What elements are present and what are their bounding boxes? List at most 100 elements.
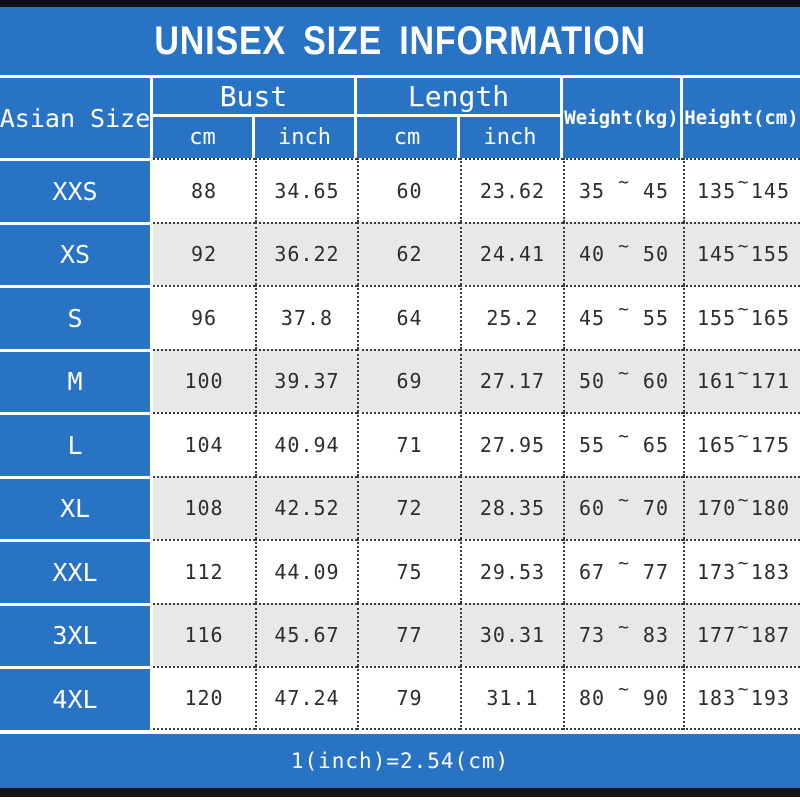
bust-cm-cell: 120 [153,666,255,730]
bust-cm-cell: 100 [153,348,255,412]
height-min: 173 [697,559,737,584]
height-max: 180 [750,496,790,521]
weight-min: 67 [579,559,606,584]
height-range-cell: 165 ~ 175 [683,412,800,476]
weight-range-cell: 73 ~ 83 [563,602,683,666]
height-min: 165 [697,432,737,457]
height-max: 183 [750,559,790,584]
bust-inch-cell: 40.94 [255,412,357,476]
size-cell: XXL [0,539,153,603]
weight-range-cell: 50 ~ 60 [563,348,683,412]
height-max: 145 [750,178,790,203]
tilde-symbol: ~ [618,616,630,638]
height-max: 175 [750,432,790,457]
header-bust-inch: inch [255,117,357,158]
size-cell: XL [0,475,153,539]
weight-max: 55 [642,305,669,330]
tilde-symbol: ~ [618,362,630,384]
bust-inch-cell: 37.8 [255,285,357,349]
height-min: 155 [697,305,737,330]
weight-max: 77 [642,559,669,584]
tilde-symbol: ~ [618,299,630,321]
size-cell: S [0,285,153,349]
height-min: 183 [697,685,737,710]
height-max: 165 [750,305,790,330]
weight-max: 90 [642,685,669,710]
height-range-cell: 183 ~ 193 [683,666,800,730]
bust-inch-cell: 45.67 [255,602,357,666]
tilde-symbol: ~ [618,489,630,511]
length-inch-cell: 27.17 [460,348,563,412]
weight-min: 45 [579,305,606,330]
weight-range-cell: 67 ~ 77 [563,539,683,603]
height-range-cell: 161 ~ 171 [683,348,800,412]
header-height: Height(cm) [683,78,800,158]
height-range-cell: 173 ~ 183 [683,539,800,603]
conversion-note: 1(inch)=2.54(cm) [290,748,510,773]
tilde-symbol: ~ [737,553,750,575]
length-inch-cell: 29.53 [460,539,563,603]
tilde-symbol: ~ [737,426,750,448]
weight-min: 40 [579,242,606,267]
header-length-inch: inch [460,117,563,158]
size-cell: XS [0,221,153,285]
bottom-bar [0,787,800,797]
length-cm-cell: 62 [357,221,460,285]
weight-min: 60 [579,496,606,521]
weight-max: 83 [642,623,669,648]
size-table: Asian Size Bust Length Weight(kg) Height… [0,78,800,730]
length-inch-cell: 31.1 [460,666,563,730]
bust-cm-cell: 116 [153,602,255,666]
length-cm-cell: 69 [357,348,460,412]
tilde-symbol: ~ [618,235,630,257]
header-bust: Bust [153,78,357,117]
tilde-symbol: ~ [737,299,750,321]
height-min: 135 [697,178,737,203]
height-min: 177 [697,623,737,648]
header-asian-size: Asian Size [0,78,153,158]
length-cm-cell: 75 [357,539,460,603]
tilde-symbol: ~ [737,489,750,511]
bust-cm-cell: 112 [153,539,255,603]
height-min: 145 [697,242,737,267]
tilde-symbol: ~ [737,362,750,384]
tilde-symbol: ~ [737,235,750,257]
page-title: UNISEX SIZE INFORMATION [154,18,646,63]
weight-max: 50 [642,242,669,267]
weight-range-cell: 60 ~ 70 [563,475,683,539]
length-cm-cell: 77 [357,602,460,666]
header-bust-cm: cm [153,117,255,158]
bust-cm-cell: 108 [153,475,255,539]
tilde-symbol: ~ [618,553,630,575]
header-weight: Weight(kg) [563,78,683,158]
weight-max: 60 [642,369,669,394]
length-cm-cell: 79 [357,666,460,730]
length-cm-cell: 72 [357,475,460,539]
height-max: 155 [750,242,790,267]
size-cell: 3XL [0,602,153,666]
weight-min: 73 [579,623,606,648]
size-cell: M [0,348,153,412]
bust-inch-cell: 36.22 [255,221,357,285]
bust-cm-cell: 104 [153,412,255,476]
tilde-symbol: ~ [618,172,630,194]
weight-min: 80 [579,685,606,710]
weight-min: 35 [579,178,606,203]
tilde-symbol: ~ [737,616,750,638]
tilde-symbol: ~ [618,679,630,701]
header-length: Length [357,78,563,117]
bust-inch-cell: 42.52 [255,475,357,539]
bust-cm-cell: 92 [153,221,255,285]
length-cm-cell: 64 [357,285,460,349]
bust-inch-cell: 44.09 [255,539,357,603]
header-length-cm: cm [357,117,460,158]
tilde-symbol: ~ [737,172,750,194]
height-min: 161 [697,369,737,394]
height-max: 171 [750,369,790,394]
bust-cm-cell: 88 [153,158,255,222]
bust-inch-cell: 39.37 [255,348,357,412]
length-inch-cell: 24.41 [460,221,563,285]
weight-range-cell: 80 ~ 90 [563,666,683,730]
length-inch-cell: 25.2 [460,285,563,349]
